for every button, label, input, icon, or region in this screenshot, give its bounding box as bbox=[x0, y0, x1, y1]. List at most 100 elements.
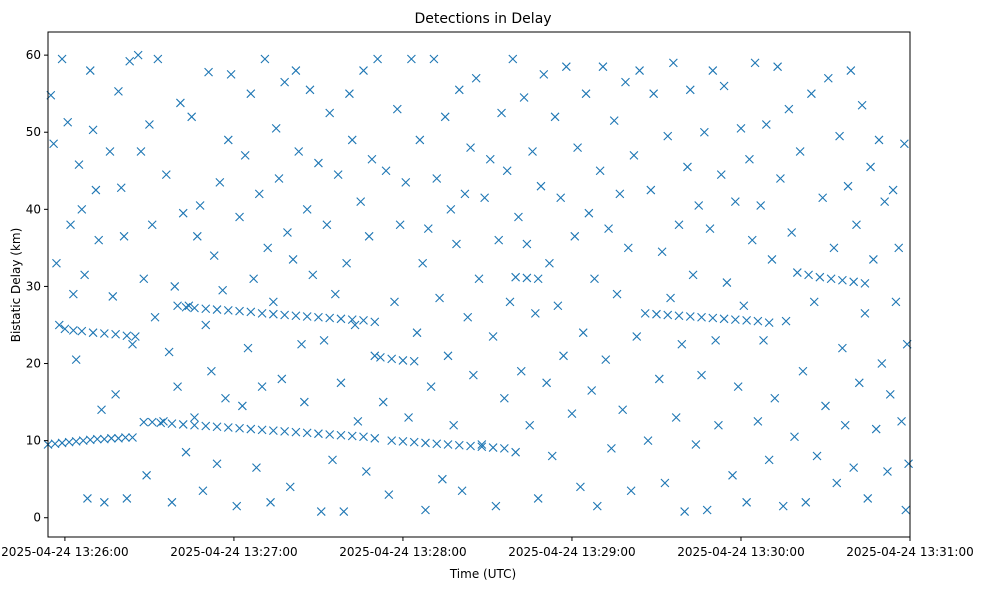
data-point bbox=[80, 270, 90, 280]
data-point bbox=[322, 220, 332, 230]
data-point bbox=[361, 467, 371, 476]
data-point bbox=[666, 293, 675, 303]
data-point bbox=[528, 147, 537, 156]
data-point bbox=[204, 67, 213, 77]
x-tick-label: 2025-04-24 13:30:00 bbox=[677, 545, 804, 559]
data-point bbox=[652, 309, 661, 319]
data-point bbox=[404, 413, 413, 422]
data-point bbox=[212, 459, 222, 469]
data-point bbox=[57, 438, 67, 448]
data-point bbox=[809, 297, 819, 307]
data-point bbox=[350, 320, 360, 330]
data-point bbox=[291, 66, 301, 75]
data-point bbox=[739, 301, 749, 311]
data-point bbox=[832, 478, 842, 488]
data-point bbox=[299, 397, 309, 407]
data-point bbox=[559, 351, 568, 361]
data-point bbox=[477, 440, 487, 449]
data-point bbox=[111, 329, 120, 339]
data-point bbox=[252, 463, 261, 472]
data-point bbox=[223, 305, 233, 315]
data-point bbox=[457, 486, 467, 496]
data-point bbox=[353, 416, 363, 426]
data-point bbox=[283, 228, 292, 237]
data-point bbox=[314, 429, 323, 439]
data-point bbox=[130, 332, 140, 341]
data-point bbox=[835, 131, 844, 141]
data-point bbox=[66, 220, 75, 230]
data-point bbox=[418, 258, 428, 268]
data-point bbox=[553, 301, 563, 311]
data-point bbox=[767, 255, 777, 264]
data-point bbox=[356, 197, 366, 207]
data-point bbox=[539, 70, 549, 79]
data-point bbox=[398, 437, 408, 446]
data-point bbox=[246, 424, 256, 434]
data-point bbox=[302, 204, 312, 214]
plot-area-frame bbox=[47, 31, 911, 538]
data-point bbox=[57, 54, 67, 64]
data-point bbox=[260, 54, 270, 64]
data-point bbox=[753, 316, 763, 326]
data-point bbox=[705, 224, 715, 233]
data-point bbox=[508, 54, 518, 64]
data-point bbox=[91, 185, 101, 195]
data-point bbox=[623, 243, 633, 253]
data-point bbox=[122, 494, 132, 503]
data-point bbox=[254, 189, 264, 199]
data-point bbox=[714, 420, 723, 430]
data-point bbox=[88, 125, 98, 135]
data-point bbox=[798, 366, 808, 376]
data-point bbox=[821, 401, 830, 411]
data-point bbox=[77, 204, 87, 214]
data-point bbox=[764, 455, 774, 465]
data-point bbox=[742, 315, 752, 325]
data-point bbox=[804, 270, 813, 280]
data-point bbox=[409, 437, 419, 447]
data-point bbox=[854, 378, 864, 388]
data-point bbox=[505, 297, 515, 307]
data-point bbox=[525, 420, 535, 430]
data-point bbox=[849, 463, 859, 472]
data-point bbox=[333, 170, 343, 180]
data-point bbox=[108, 292, 118, 301]
data-point bbox=[485, 154, 495, 164]
data-point bbox=[838, 275, 847, 285]
data-point bbox=[868, 255, 878, 264]
data-point bbox=[640, 309, 650, 318]
x-tick-label: 2025-04-24 13:28:00 bbox=[339, 545, 466, 559]
data-point bbox=[325, 430, 335, 439]
data-point bbox=[345, 89, 354, 99]
data-point bbox=[121, 433, 130, 442]
data-point bbox=[77, 326, 87, 336]
data-point bbox=[474, 274, 484, 284]
data-point bbox=[395, 220, 405, 230]
data-point bbox=[516, 366, 526, 376]
data-point bbox=[533, 274, 543, 284]
data-point bbox=[708, 66, 718, 75]
data-point bbox=[432, 439, 442, 449]
x-tick-label: 2025-04-24 13:26:00 bbox=[1, 545, 128, 559]
data-point bbox=[530, 309, 540, 318]
data-point bbox=[894, 243, 904, 253]
data-point bbox=[846, 66, 856, 75]
data-point bbox=[663, 131, 673, 141]
data-point bbox=[223, 423, 233, 432]
data-point bbox=[347, 315, 357, 324]
data-point bbox=[471, 73, 481, 83]
data-point bbox=[412, 328, 422, 338]
data-point bbox=[339, 507, 349, 516]
data-point bbox=[598, 62, 608, 72]
data-point bbox=[818, 193, 828, 203]
data-point bbox=[181, 302, 191, 312]
data-point bbox=[71, 355, 81, 365]
data-point bbox=[522, 273, 532, 283]
data-point bbox=[218, 285, 228, 295]
data-point bbox=[897, 416, 906, 426]
data-point bbox=[257, 382, 267, 392]
data-point bbox=[92, 434, 102, 444]
data-point bbox=[240, 150, 250, 160]
data-point bbox=[699, 127, 709, 137]
data-point bbox=[781, 316, 791, 326]
